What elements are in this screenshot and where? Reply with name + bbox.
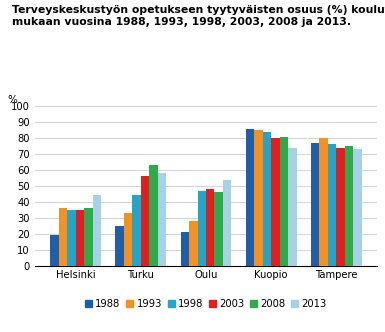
Bar <box>336 148 345 266</box>
Legend: 1988, 1993, 1998, 2003, 2008, 2013: 1988, 1993, 1998, 2003, 2008, 2013 <box>81 294 331 312</box>
Bar <box>254 130 263 266</box>
Bar <box>149 165 158 266</box>
Bar <box>198 191 206 266</box>
Bar <box>345 146 353 266</box>
Bar <box>311 143 320 266</box>
Bar <box>328 144 336 266</box>
Bar <box>141 176 149 266</box>
Bar <box>246 128 254 266</box>
Bar <box>92 196 101 266</box>
Text: %: % <box>7 95 17 105</box>
Bar <box>67 210 75 266</box>
Text: Terveyskeskustyön opetukseen tyytyväisten osuus (%) koulutusyksikön
mukaan vuosi: Terveyskeskustyön opetukseen tyytyväiste… <box>12 5 385 27</box>
Bar <box>320 138 328 266</box>
Bar <box>206 189 214 266</box>
Bar <box>84 208 92 266</box>
Bar <box>271 138 280 266</box>
Bar <box>223 180 231 266</box>
Bar <box>189 221 198 266</box>
Bar <box>158 173 166 266</box>
Bar <box>263 132 271 266</box>
Bar <box>124 213 132 266</box>
Bar <box>59 208 67 266</box>
Bar <box>288 148 296 266</box>
Bar <box>214 192 223 266</box>
Bar <box>116 226 124 266</box>
Bar <box>181 232 189 266</box>
Bar <box>280 136 288 266</box>
Bar <box>132 196 141 266</box>
Bar <box>75 210 84 266</box>
Bar <box>50 235 59 266</box>
Bar <box>353 149 362 266</box>
